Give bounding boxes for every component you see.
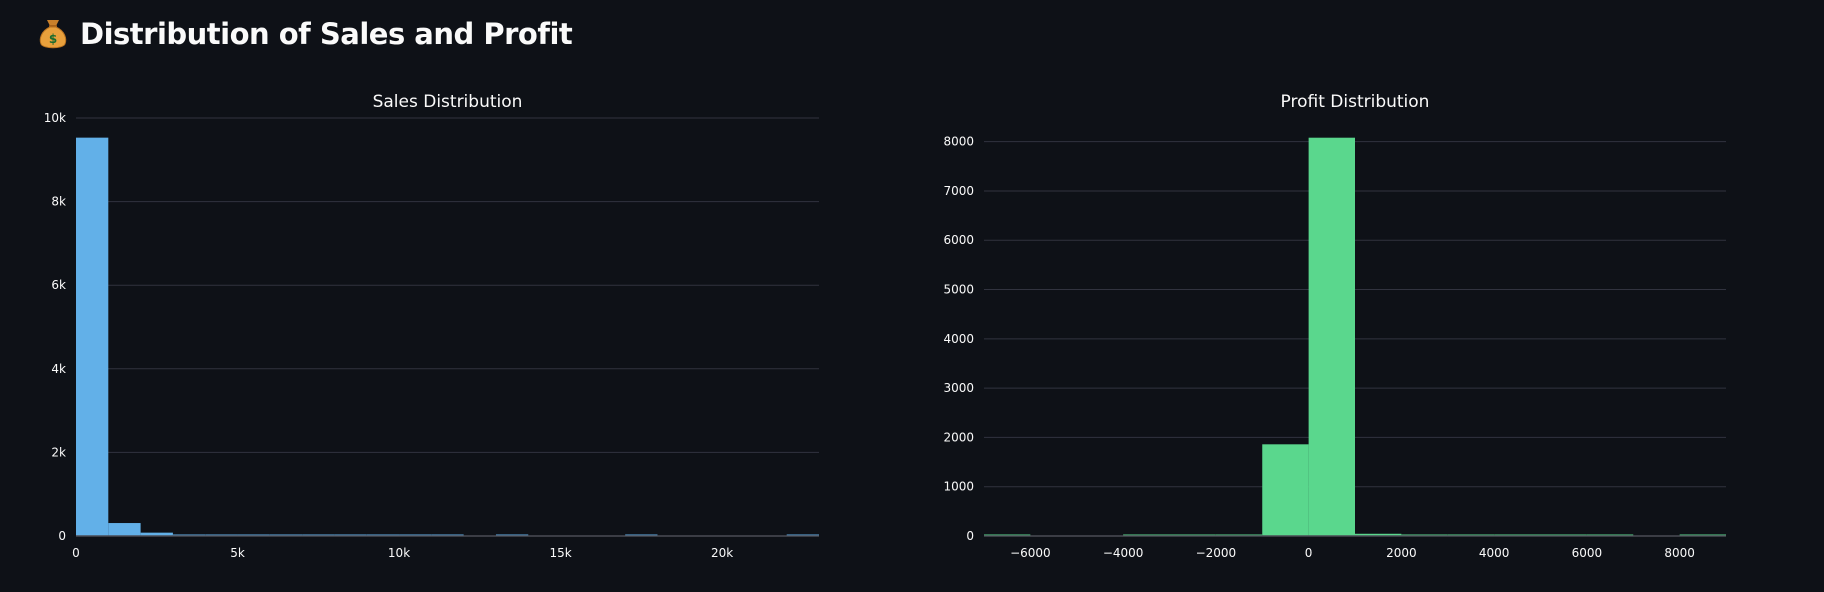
profit-y-tick-label: 7000 xyxy=(943,184,974,198)
sales-y-tick-label: 0 xyxy=(58,529,66,543)
profit-histogram-bar xyxy=(1308,137,1355,536)
page-header: $ Distribution of Sales and Profit xyxy=(38,12,573,56)
sales-x-tick-label: 20k xyxy=(711,546,733,560)
profit-y-tick-label: 0 xyxy=(966,529,974,543)
sales-y-tick-label: 8k xyxy=(51,195,66,209)
profit-histogram-bar xyxy=(1262,444,1309,536)
profit-chart-title: Profit Distribution xyxy=(1281,92,1430,112)
sales-x-tick-label: 5k xyxy=(230,546,245,560)
profit-x-tick-label: 4000 xyxy=(1479,546,1510,560)
sales-x-tick-label: 0 xyxy=(72,546,80,560)
profit-y-tick-label: 3000 xyxy=(943,381,974,395)
money-bag-icon: $ xyxy=(39,20,67,49)
profit-distribution-chart: Profit Distribution 0 1000 2000 3000 4000 5000… xyxy=(900,80,1824,592)
sales-distribution-chart: Sales Distribution 0 2k 4k 6k 8k 10k 0 5k 10k 15k 2… xyxy=(0,80,900,592)
sales-x-tick-label: 10k xyxy=(388,546,410,560)
profit-x-tick-label: 0 xyxy=(1305,546,1313,560)
sales-chart-title: Sales Distribution xyxy=(373,92,523,112)
sales-x-tick-label: 15k xyxy=(549,546,571,560)
profit-x-tick-label: −4000 xyxy=(1103,546,1144,560)
sales-y-tick-label: 6k xyxy=(51,278,66,292)
sales-histogram-svg: Sales Distribution 0 2k 4k 6k 8k 10k 0 5k 10k 15k 2… xyxy=(44,92,819,560)
profit-x-tick-label: 2000 xyxy=(1386,546,1417,560)
profit-x-tick-label: −6000 xyxy=(1010,546,1051,560)
profit-histogram-svg: Profit Distribution 0 1000 2000 3000 4000 5000… xyxy=(943,92,1726,560)
profit-x-tick-label: 8000 xyxy=(1664,546,1695,560)
sales-histogram-bar xyxy=(140,532,173,536)
profit-y-tick-label: 1000 xyxy=(943,480,974,494)
svg-text:$: $ xyxy=(49,32,57,46)
sales-histogram-bar xyxy=(76,137,109,536)
sales-y-tick-label: 10k xyxy=(44,111,66,125)
profit-x-tick-label: −2000 xyxy=(1196,546,1237,560)
sales-histogram-bar xyxy=(108,523,141,536)
profit-y-tick-label: 6000 xyxy=(943,233,974,247)
sales-y-tick-label: 2k xyxy=(51,445,66,459)
profit-y-tick-label: 2000 xyxy=(943,430,974,444)
sales-y-tick-label: 4k xyxy=(51,362,66,376)
profit-y-tick-label: 5000 xyxy=(943,283,974,297)
profit-y-tick-label: 8000 xyxy=(943,135,974,149)
profit-histogram-bar xyxy=(1355,533,1402,536)
profit-y-tick-label: 4000 xyxy=(943,332,974,346)
profit-x-tick-label: 6000 xyxy=(1572,546,1603,560)
page-title: Distribution of Sales and Profit xyxy=(80,17,573,51)
